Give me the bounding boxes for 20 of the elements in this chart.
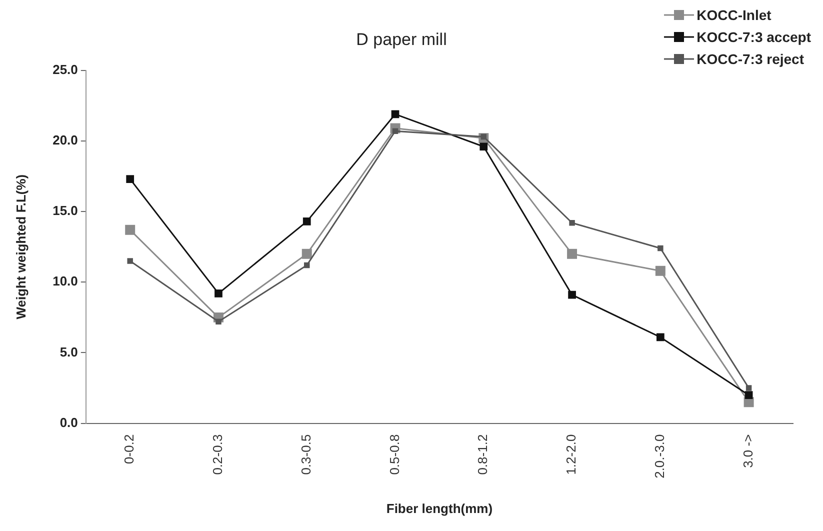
x-tick-label: 1.2-2.0 <box>564 434 579 475</box>
y-tick-label: 25.0 <box>52 62 78 77</box>
legend-label: KOCC-7:3 accept <box>696 29 811 45</box>
x-tick-label: 0.8-1.2 <box>475 434 490 475</box>
chart-title: D paper mill <box>356 30 447 49</box>
y-tick-label: 20.0 <box>52 132 78 148</box>
y-tick-label: 10.0 <box>52 274 78 289</box>
y-tick-label: 5.0 <box>60 344 78 360</box>
x-tick-label: 0.2-0.3 <box>210 434 226 475</box>
legend-label: KOCC-Inlet <box>696 7 772 23</box>
y-tick-label: 15.0 <box>52 203 78 218</box>
x-tick-label: 0.5-0.8 <box>386 434 402 475</box>
x-axis-title: Fiber length(mm) <box>386 500 493 516</box>
x-tick-label: 2.0.-3.0 <box>652 434 667 478</box>
y-tick-label: 0.0 <box>60 414 78 430</box>
x-tick-label: 3.0 -> <box>740 434 756 468</box>
x-tick-label: 0-0.2 <box>122 434 137 464</box>
legend-label: KOCC-7:3 reject <box>696 51 804 67</box>
x-tick-label: 0.3-0.5 <box>298 434 314 475</box>
y-axis-title: Weight weighted F.L(%) <box>13 174 28 320</box>
